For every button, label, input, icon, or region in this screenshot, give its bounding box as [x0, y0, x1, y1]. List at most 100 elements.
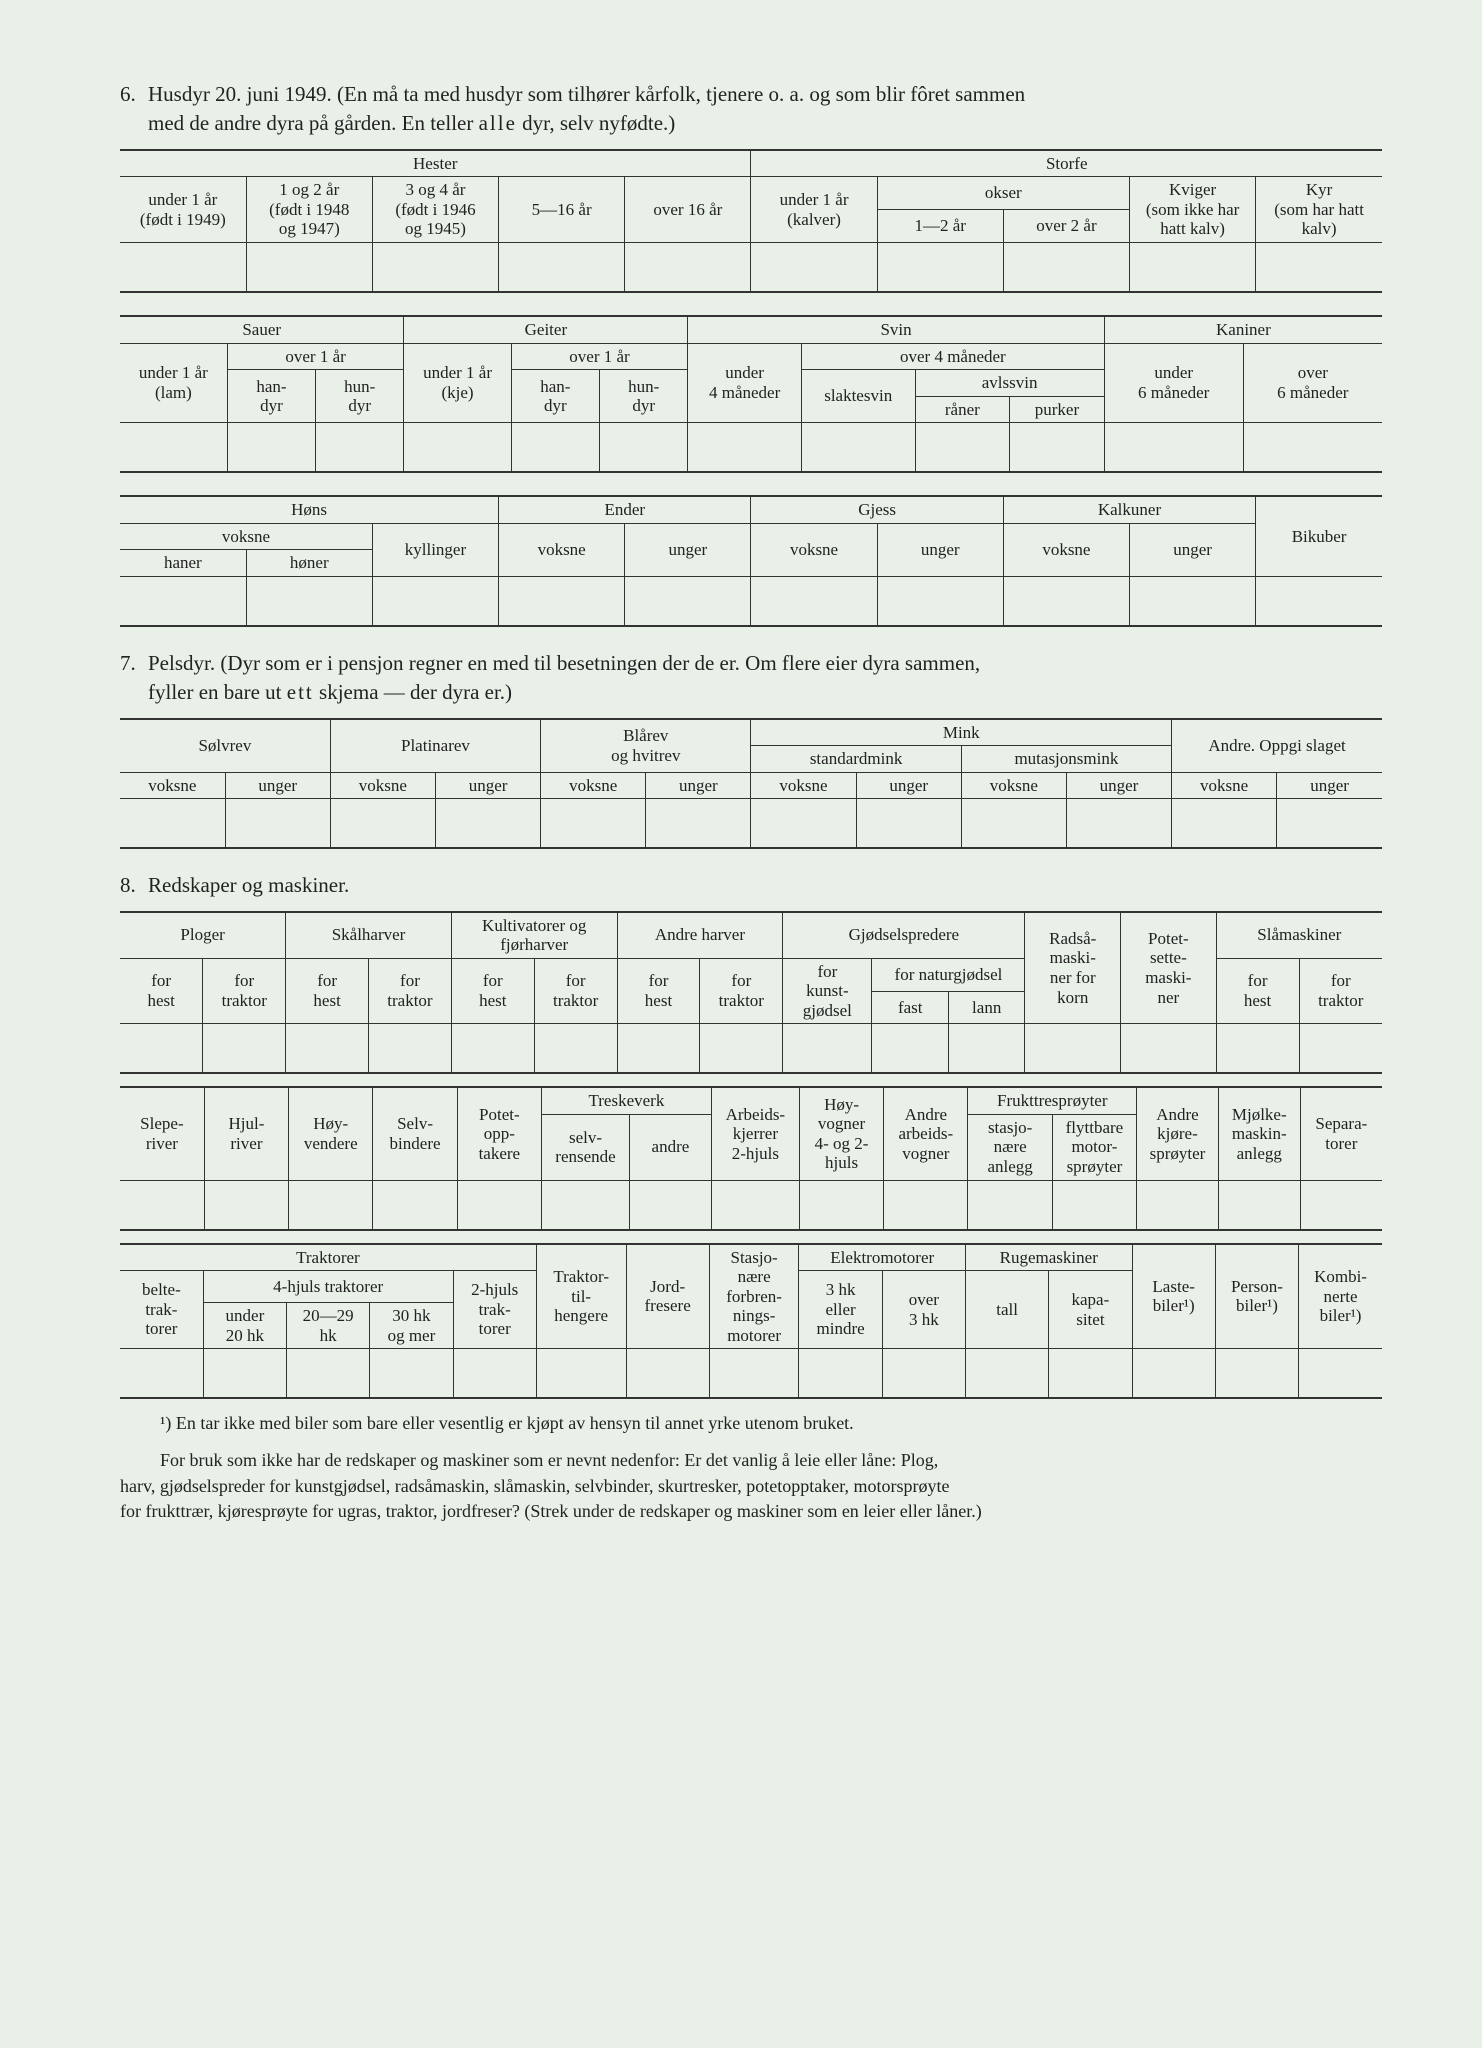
data-cell[interactable] — [884, 1180, 968, 1230]
data-cell[interactable] — [1300, 1180, 1382, 1230]
data-cell[interactable] — [688, 423, 802, 473]
data-cell[interactable] — [287, 1349, 370, 1399]
data-cell[interactable] — [751, 242, 877, 292]
col-raner: råner — [915, 396, 1010, 423]
data-cell[interactable] — [286, 1024, 369, 1074]
data-cell[interactable] — [1243, 423, 1382, 473]
data-cell[interactable] — [1218, 1180, 1300, 1230]
data-cell[interactable] — [799, 1180, 883, 1230]
data-cell[interactable] — [882, 1349, 965, 1399]
data-cell[interactable] — [1132, 1349, 1215, 1399]
data-cell[interactable] — [120, 1180, 204, 1230]
data-cell[interactable] — [856, 799, 961, 849]
data-cell[interactable] — [801, 423, 915, 473]
data-cell[interactable] — [204, 1180, 288, 1230]
data-cell[interactable] — [751, 799, 856, 849]
data-cell[interactable] — [1172, 799, 1277, 849]
data-cell[interactable] — [289, 1180, 373, 1230]
data-cell[interactable] — [1137, 1180, 1219, 1230]
data-cell[interactable] — [534, 1024, 617, 1074]
data-cell[interactable] — [1066, 799, 1171, 849]
data-cell[interactable] — [370, 1349, 453, 1399]
data-cell[interactable] — [404, 423, 511, 473]
data-cell[interactable] — [966, 1349, 1049, 1399]
data-cell[interactable] — [948, 1024, 1024, 1074]
data-cell[interactable] — [1216, 1024, 1299, 1074]
data-cell[interactable] — [1256, 576, 1382, 626]
data-cell[interactable] — [700, 1024, 783, 1074]
data-cell[interactable] — [961, 799, 1066, 849]
data-cell[interactable] — [225, 799, 330, 849]
data-cell[interactable] — [536, 1349, 626, 1399]
data-cell[interactable] — [1010, 423, 1105, 473]
col-for-traktor: fortraktor — [203, 958, 286, 1024]
data-cell[interactable] — [751, 576, 877, 626]
data-cell[interactable] — [246, 576, 372, 626]
data-cell[interactable] — [625, 576, 751, 626]
data-cell[interactable] — [1130, 242, 1256, 292]
data-cell[interactable] — [915, 423, 1010, 473]
data-cell[interactable] — [330, 799, 435, 849]
rugemaskiner-header: Rugemaskiner — [966, 1244, 1133, 1271]
data-cell[interactable] — [872, 1024, 948, 1074]
slamaskiner-header: Slåmaskiner — [1216, 912, 1382, 959]
data-cell[interactable] — [372, 242, 498, 292]
data-cell[interactable] — [600, 423, 688, 473]
data-cell[interactable] — [1215, 1349, 1298, 1399]
data-cell[interactable] — [316, 423, 404, 473]
data-cell[interactable] — [120, 423, 227, 473]
data-cell[interactable] — [372, 576, 498, 626]
data-cell[interactable] — [511, 423, 599, 473]
col-honer: høner — [246, 550, 372, 577]
data-cell[interactable] — [541, 799, 646, 849]
data-cell[interactable] — [120, 799, 225, 849]
data-cell[interactable] — [783, 1024, 872, 1074]
data-cell[interactable] — [626, 1349, 709, 1399]
data-cell[interactable] — [630, 1180, 712, 1230]
potet-header: Potet-sette-maski-ner — [1121, 912, 1217, 1024]
data-cell[interactable] — [1025, 1024, 1121, 1074]
data-cell[interactable] — [1003, 242, 1129, 292]
data-cell[interactable] — [1277, 799, 1382, 849]
data-cell[interactable] — [1299, 1024, 1382, 1074]
data-cell[interactable] — [1121, 1024, 1217, 1074]
data-cell[interactable] — [120, 1349, 203, 1399]
data-cell[interactable] — [625, 242, 751, 292]
data-cell[interactable] — [1256, 242, 1382, 292]
data-cell[interactable] — [617, 1024, 700, 1074]
data-cell[interactable] — [1130, 576, 1256, 626]
data-cell[interactable] — [499, 576, 625, 626]
data-cell[interactable] — [877, 576, 1003, 626]
data-cell[interactable] — [646, 799, 751, 849]
data-cell[interactable] — [1299, 1349, 1382, 1399]
data-cell[interactable] — [203, 1024, 286, 1074]
data-cell[interactable] — [968, 1180, 1052, 1230]
data-cell[interactable] — [457, 1180, 541, 1230]
col-30hk: 30 hkog mer — [370, 1303, 453, 1349]
col-over4m: over 4 måneder — [801, 343, 1104, 370]
data-cell[interactable] — [120, 1024, 203, 1074]
data-cell[interactable] — [799, 1349, 882, 1399]
data-cell[interactable] — [227, 423, 315, 473]
data-cell[interactable] — [120, 242, 246, 292]
data-cell[interactable] — [1104, 423, 1243, 473]
data-cell[interactable] — [369, 1024, 452, 1074]
data-cell[interactable] — [1049, 1349, 1132, 1399]
data-cell[interactable] — [877, 242, 1003, 292]
data-cell[interactable] — [203, 1349, 286, 1399]
data-cell[interactable] — [541, 1180, 629, 1230]
data-cell[interactable] — [709, 1349, 799, 1399]
data-cell[interactable] — [435, 799, 540, 849]
data-cell[interactable] — [246, 242, 372, 292]
col-tall: tall — [966, 1271, 1049, 1349]
data-cell[interactable] — [451, 1024, 534, 1074]
data-cell[interactable] — [1003, 576, 1129, 626]
data-cell[interactable] — [499, 242, 625, 292]
data-cell[interactable] — [373, 1180, 457, 1230]
col-kviger: Kviger(som ikke harhatt kalv) — [1130, 177, 1256, 243]
data-cell[interactable] — [453, 1349, 536, 1399]
data-cell[interactable] — [120, 576, 246, 626]
data-cell[interactable] — [1052, 1180, 1136, 1230]
sauer-header: Sauer — [120, 316, 404, 343]
data-cell[interactable] — [711, 1180, 799, 1230]
